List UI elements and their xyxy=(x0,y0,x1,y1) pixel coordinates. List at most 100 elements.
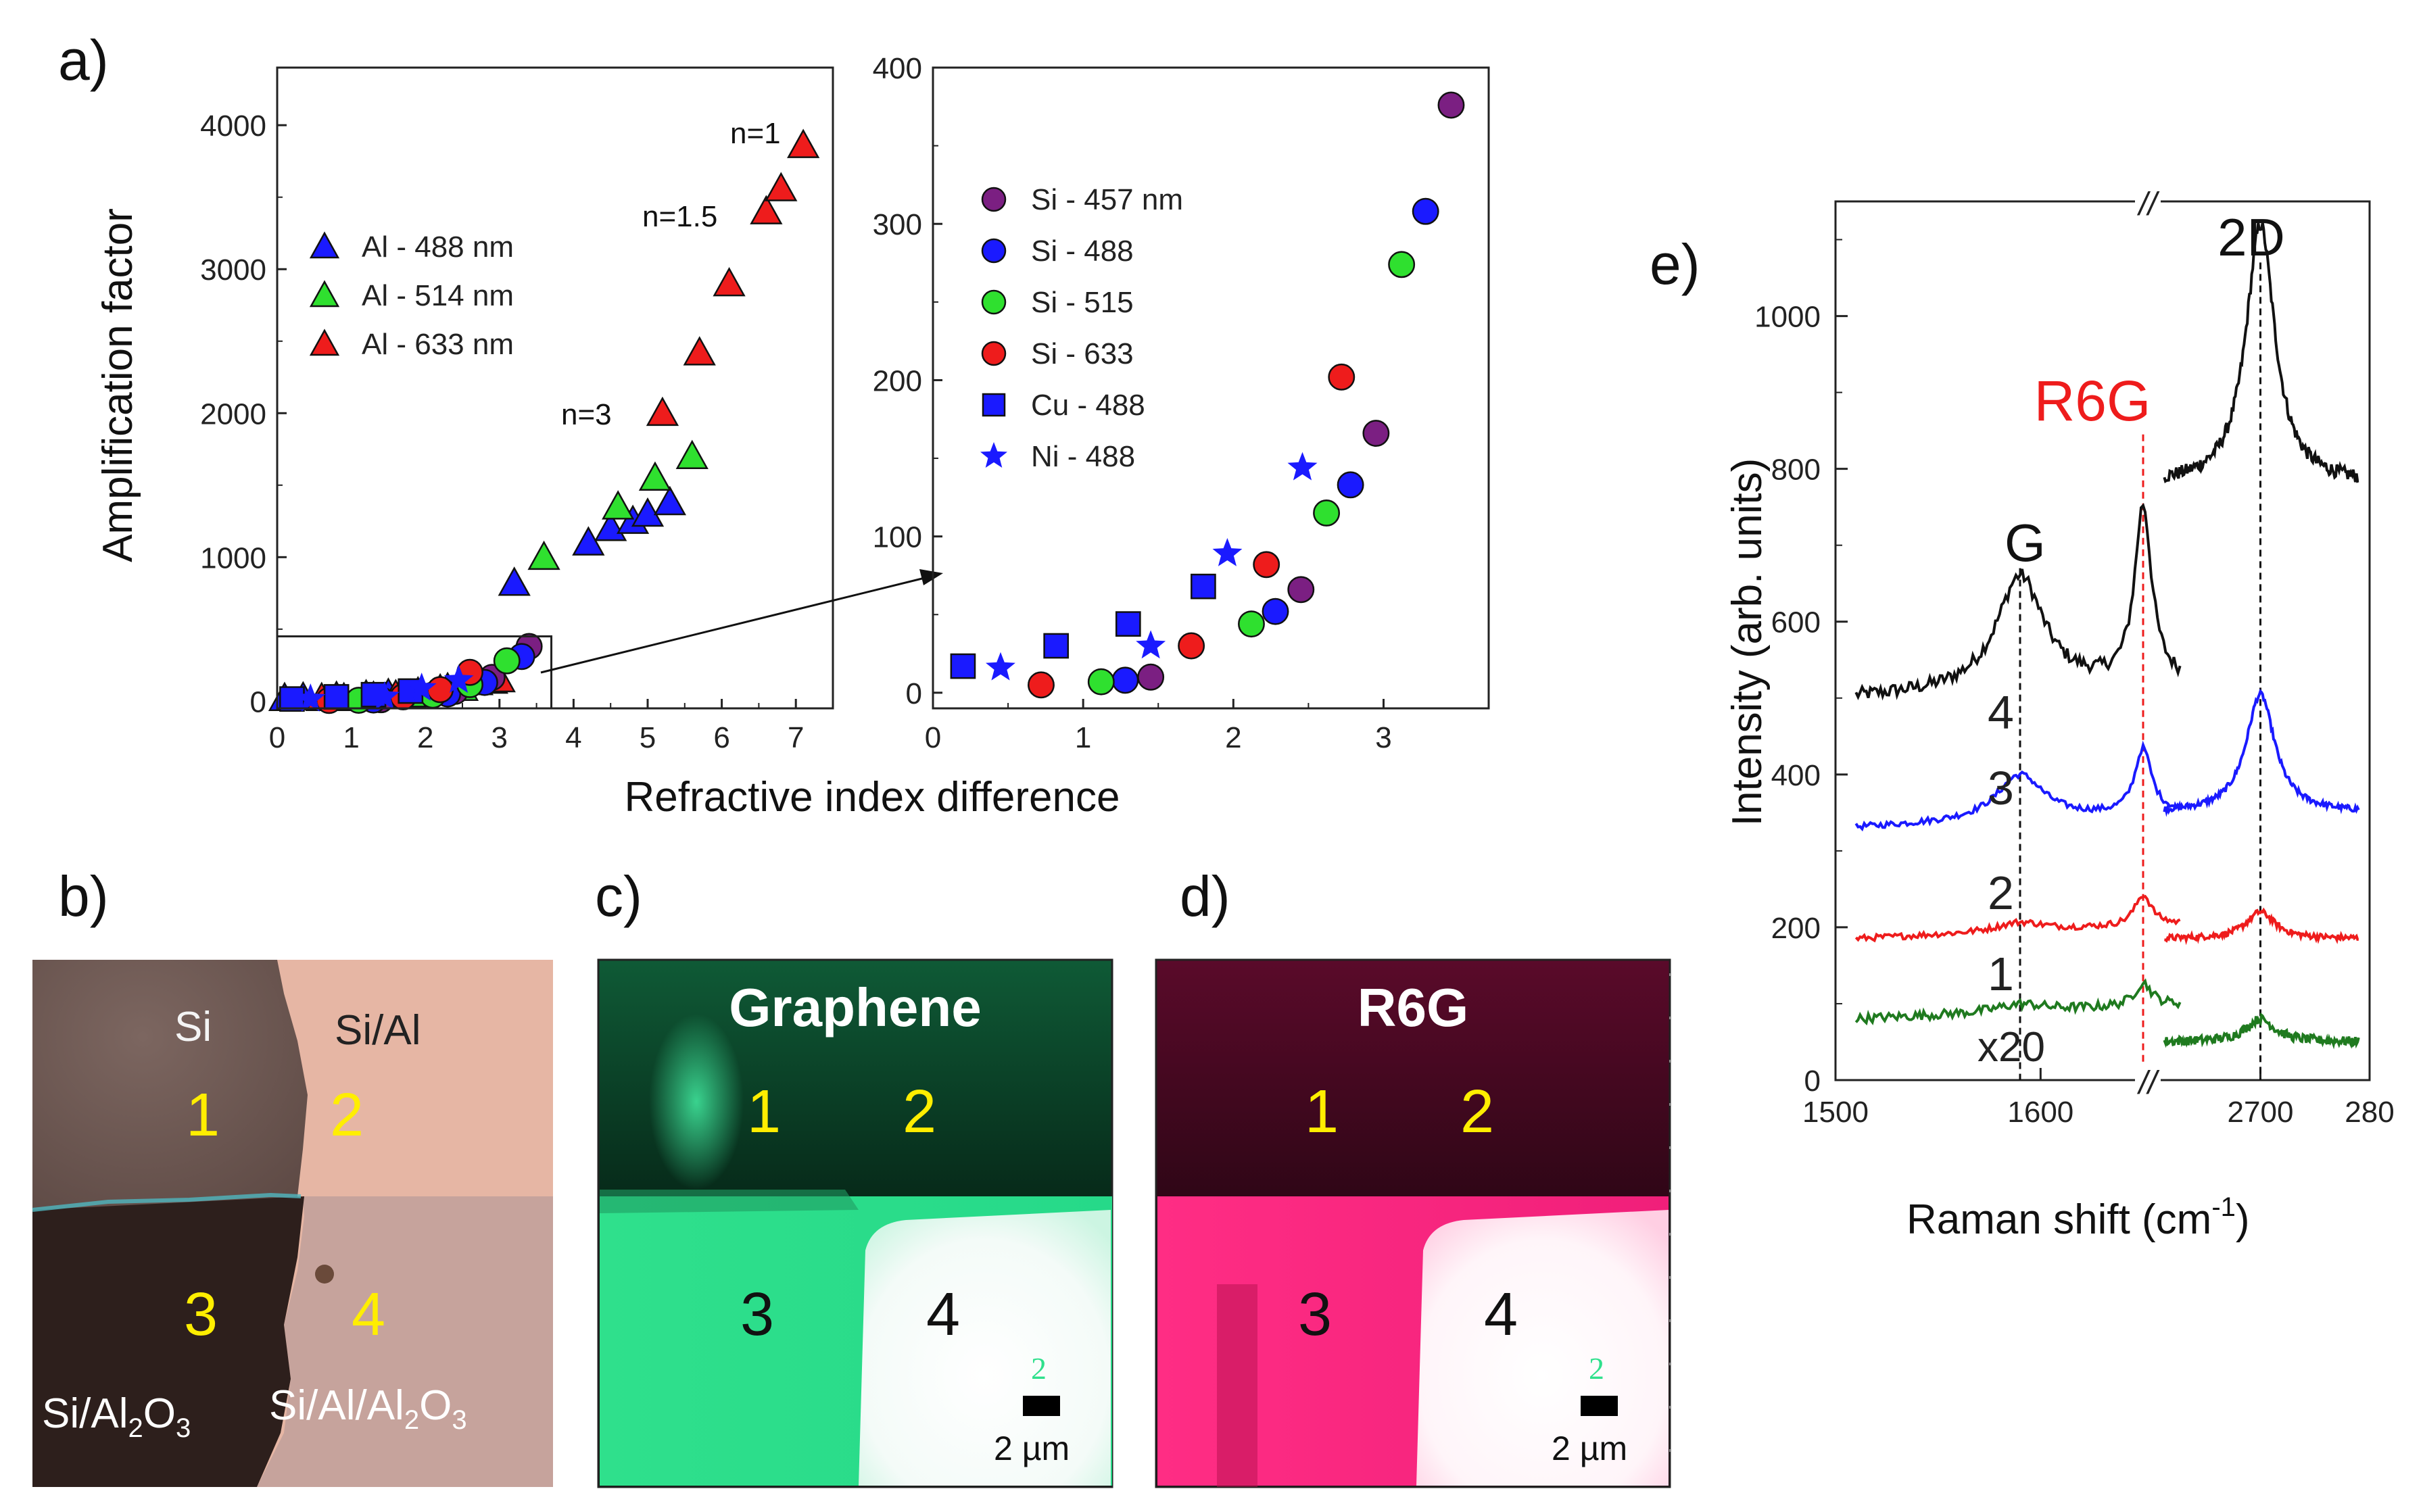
x-tick-label: 5 xyxy=(640,721,656,754)
legend-marker xyxy=(981,289,1007,315)
trace-1-g-segment xyxy=(1854,978,2182,1026)
e-x-tick-label: 1600 xyxy=(2007,1096,2073,1129)
data-point xyxy=(1137,663,1165,691)
data-point xyxy=(1136,630,1166,659)
data-point xyxy=(675,439,709,470)
label-sialalo: Si/Al/Al2O3 xyxy=(269,1382,467,1435)
graphene-title: Graphene xyxy=(729,977,981,1038)
data-point xyxy=(1238,610,1265,638)
region-2-label: 2 xyxy=(330,1081,364,1149)
legend-label: Si - 488 xyxy=(1031,235,1134,268)
x-tick-label: 7 xyxy=(788,721,804,754)
sialo-region xyxy=(32,1196,304,1487)
a-right-ticks: 0 1 2 3 0 100 200 300 400 xyxy=(873,52,1392,754)
e-xlabel: Raman shift (cm-1) xyxy=(1906,1192,2250,1243)
d-region-3: 3 xyxy=(1298,1281,1332,1348)
panel-d-label: d) xyxy=(1180,864,1230,928)
inset-box xyxy=(276,635,553,710)
data-point xyxy=(1115,611,1141,637)
a-right-marks xyxy=(950,91,1465,699)
trace-3-2d-segment xyxy=(2163,689,2360,817)
e-x-tick-label: 1500 xyxy=(1802,1096,1869,1129)
panel-a-label: a) xyxy=(58,28,109,92)
data-point xyxy=(1328,363,1356,391)
data-point xyxy=(602,490,635,520)
graphene-bright-region xyxy=(859,1210,1111,1486)
e-frame xyxy=(1834,200,2371,1081)
label-si: Si xyxy=(174,1004,212,1050)
data-point xyxy=(1087,668,1115,696)
edge-highlight xyxy=(32,1192,302,1212)
a-right-frame xyxy=(932,66,1490,710)
peak-label-g: G xyxy=(2005,513,2046,572)
panel-b-label: b) xyxy=(58,864,109,928)
d-region-1: 1 xyxy=(1305,1078,1339,1146)
e-y-tick-label: 600 xyxy=(1771,606,1821,639)
trace-2-g-segment xyxy=(1854,894,2181,943)
trace-4-g-segment xyxy=(1854,503,2182,701)
chart-e-raman: 0 200 400 600 800 1000 1500 1600 2700 280 // // G… xyxy=(1724,187,2395,1243)
trace-3-g-segment xyxy=(1854,740,2182,832)
legend-label: Cu - 488 xyxy=(1031,389,1145,422)
annotation-n1-5: n=1.5 xyxy=(642,200,717,233)
data-point xyxy=(765,172,798,201)
a-left-frame xyxy=(276,66,834,710)
y-tick-label: 2000 xyxy=(200,397,266,431)
c-region-4: 4 xyxy=(926,1281,960,1348)
legend-marker xyxy=(309,280,340,308)
data-point xyxy=(1437,91,1465,119)
data-point xyxy=(370,681,400,710)
data-point xyxy=(986,652,1015,681)
data-point xyxy=(750,195,783,224)
data-point xyxy=(653,485,687,516)
data-point xyxy=(638,461,672,491)
data-point xyxy=(1287,576,1315,604)
data-point xyxy=(498,566,531,596)
d-tiny-mark: 2 xyxy=(1589,1351,1604,1386)
data-point xyxy=(646,396,679,426)
legend-label: Al - 514 nm xyxy=(362,279,514,312)
legend-label: Ni - 488 xyxy=(1031,440,1135,473)
data-point xyxy=(1262,598,1289,625)
zoom-arrow xyxy=(540,575,934,674)
a-left-ticks: 0 1 2 3 4 5 6 7 0 1000 2000 3000 4000 xyxy=(200,109,804,754)
data-point xyxy=(1178,632,1205,660)
peak-label-2d: 2D xyxy=(2217,208,2285,267)
data-point xyxy=(323,684,350,710)
legend-label: Si - 515 xyxy=(1031,286,1134,319)
e-x-tick-label: 2700 xyxy=(2228,1096,2294,1129)
y-tick-label: 1000 xyxy=(200,541,266,575)
data-point xyxy=(950,653,976,679)
e-y-tick-label: 0 xyxy=(1804,1065,1821,1098)
data-point xyxy=(1253,551,1280,579)
x-tick-label: 0 xyxy=(925,721,941,754)
trace-label-3: 3 xyxy=(1988,762,2014,814)
peak-label-r6g: R6G xyxy=(2034,369,2151,433)
graphene-transition xyxy=(600,1190,859,1213)
data-point xyxy=(1111,666,1139,694)
data-point xyxy=(527,540,560,570)
data-point xyxy=(1337,471,1364,499)
legend-marker xyxy=(980,442,1007,468)
r6g-bright-region xyxy=(1416,1210,1669,1486)
legend-label: Si - 457 nm xyxy=(1031,183,1183,216)
x-tick-label: 3 xyxy=(491,721,508,754)
legend-marker xyxy=(309,328,340,356)
x-tick-label: 6 xyxy=(713,721,729,754)
data-point xyxy=(443,664,474,693)
d-region-2: 2 xyxy=(1460,1078,1494,1146)
legend-marker xyxy=(309,231,340,259)
y-tick-label: 0 xyxy=(250,685,266,718)
e-x-tick-label: 280 xyxy=(2345,1096,2394,1129)
e-ticks: 0 200 400 600 800 1000 1500 1600 2700 280 xyxy=(1754,239,2395,1129)
legend-label: Si - 633 xyxy=(1031,337,1134,370)
x-tick-label: 0 xyxy=(269,721,285,754)
data-point xyxy=(427,676,454,704)
label-sialo: Si/Al2O3 xyxy=(42,1390,191,1443)
e-y-tick-label: 1000 xyxy=(1754,301,1821,334)
r6g-title: R6G xyxy=(1358,977,1469,1038)
panel-c-graphene-map: Graphene 1 2 3 4 2 2 µm xyxy=(597,958,1113,1488)
c-tiny-mark: 2 xyxy=(1031,1351,1047,1386)
